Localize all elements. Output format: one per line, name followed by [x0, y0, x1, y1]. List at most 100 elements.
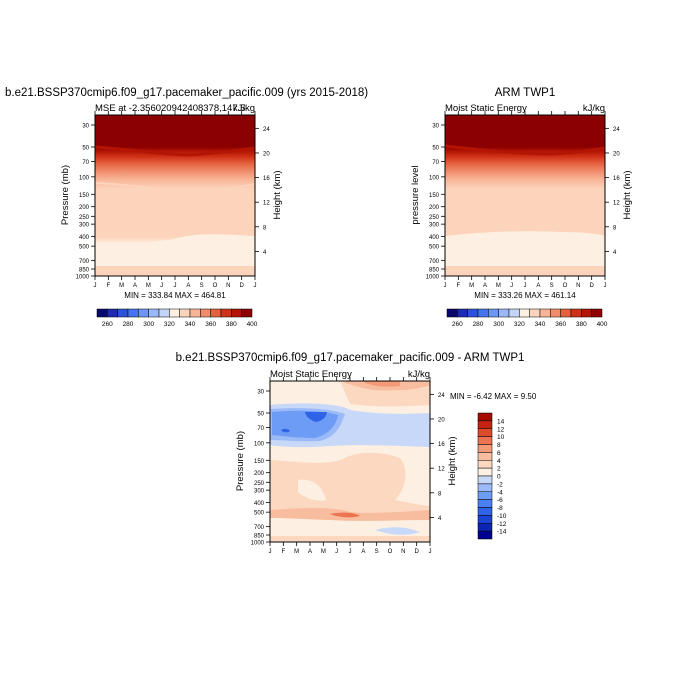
right-colorbar-swatch [498, 308, 510, 318]
left-ptick-label: 1000 [76, 275, 90, 281]
left-month-label: N [226, 283, 230, 289]
right-colorbar-swatch [550, 308, 561, 318]
right-ptick-label: 850 [429, 268, 440, 274]
left-month-label: J [94, 283, 97, 289]
diff-ptick-label: 400 [254, 501, 265, 507]
left-month-label: M [146, 283, 151, 289]
diff-htick-label: 12 [438, 467, 445, 473]
diff-warm-band-core [330, 512, 360, 518]
left-month-label: O [213, 283, 218, 289]
diff-colorbar-swatch [477, 444, 493, 453]
diff-colorbar-swatch [477, 460, 493, 469]
diff-ptick-label: 300 [254, 489, 265, 495]
left-htick-label: 4 [263, 250, 267, 256]
left-minmax: MIN = 333.84 MAX = 464.81 [124, 291, 226, 300]
left-htick-label: 16 [263, 176, 270, 182]
right-surface-band [445, 266, 605, 276]
left-month-label: A [133, 283, 137, 289]
diff-colorbar-label: 2 [497, 466, 501, 473]
right-ptick-label: 150 [429, 193, 440, 199]
right-colorbar-swatch [488, 308, 499, 318]
left-ptick-label: 150 [79, 193, 90, 199]
right-colorbar-swatch [581, 308, 592, 318]
left-htick-label: 8 [263, 225, 267, 231]
diff-colorbar-label: -8 [497, 505, 503, 512]
right-ptick-label: 700 [429, 259, 440, 265]
diff-minmax: MIN = -6.42 MAX = 9.50 [450, 392, 537, 401]
left-wave-upper [94, 145, 256, 157]
right-htick-label: 24 [613, 127, 620, 133]
diff-ptick-label: 1000 [251, 541, 265, 547]
right-htick-label: 20 [613, 151, 620, 157]
left-colorbar-swatch [179, 308, 191, 318]
right-colorbar-label: 400 [597, 321, 608, 328]
left-month-label: S [200, 283, 204, 289]
right-colorbar: 260 280 300 320 340 360 380 400 [446, 308, 608, 328]
diff-panel: b.e21.BSSP370cmip6.f09_g17.pacemaker_pac… [176, 352, 537, 543]
left-colorbar-swatch [138, 308, 149, 318]
left-title: b.e21.BSSP370cmip6.f09_g17.pacemaker_pac… [5, 87, 368, 99]
diff-colorbar-swatch [477, 530, 493, 540]
right-colorbar-label: 380 [576, 321, 587, 328]
left-colorbar-label: 320 [164, 321, 175, 328]
diff-colorbar-label: 0 [497, 474, 501, 481]
diff-ptick-label: 50 [257, 411, 264, 417]
diff-warm-midlevel [270, 452, 430, 518]
right-lowlevel-blob [445, 231, 605, 262]
right-month-label: J [604, 283, 607, 289]
diff-colorbar-swatch [477, 428, 493, 437]
diff-colorbar-swatch [477, 412, 493, 422]
left-ptick-label: 30 [82, 124, 89, 130]
left-units: kJ/kg [233, 103, 255, 114]
left-ptick-label: 850 [79, 268, 90, 274]
left-month-label: A [186, 283, 190, 289]
right-month-label: M [496, 283, 501, 289]
diff-title: b.e21.BSSP370cmip6.f09_g17.pacemaker_pac… [176, 352, 525, 364]
right-htick-label: 8 [613, 225, 617, 231]
right-month-label: S [550, 283, 554, 289]
right-colorbar-swatch [570, 308, 582, 318]
left-colorbar-swatch [220, 308, 232, 318]
diff-top-warm-peak [365, 381, 400, 387]
right-colorbar-label: 260 [452, 321, 463, 328]
left-ptick-label: 700 [79, 259, 90, 265]
diff-colorbar-swatch [477, 452, 493, 461]
diff-colorbar-swatch [477, 420, 493, 429]
right-ptick-label: 200 [429, 205, 440, 211]
right-colorbar-swatch [591, 308, 603, 318]
left-colorbar-label: 260 [102, 321, 113, 328]
right-ylabel-right: Height (km) [622, 170, 633, 219]
diff-month-label: D [414, 549, 419, 555]
left-ptick-label: 400 [79, 235, 90, 241]
left-htick-label: 12 [263, 201, 270, 207]
diff-colorbar-label: -4 [497, 489, 503, 496]
left-panel: b.e21.BSSP370cmip6.f09_g17.pacemaker_pac… [5, 87, 368, 300]
right-colorbar-swatch [560, 308, 572, 318]
diff-colorbar-swatch [477, 499, 493, 508]
left-colorbar-swatch [127, 308, 139, 318]
right-colorbar-swatch [446, 308, 458, 318]
right-colorbar-label: 320 [514, 321, 525, 328]
diff-month-label: J [269, 549, 272, 555]
left-colorbar: 260 280 300 320 340 360 380 400 [96, 308, 258, 328]
diff-ptick-label: 30 [257, 390, 264, 396]
diff-lowlevel-cool [375, 527, 420, 535]
right-ptick-label: 100 [429, 175, 440, 181]
right-month-label: F [456, 283, 460, 289]
diff-ptick-label: 500 [254, 511, 265, 517]
left-colorbar-swatch [231, 308, 242, 318]
diff-month-label: N [401, 549, 405, 555]
diff-ptick-label: 70 [257, 426, 264, 432]
diff-ptick-label: 250 [254, 481, 265, 487]
right-colorbar-swatch [519, 308, 530, 318]
left-colorbar-swatch [200, 308, 211, 318]
right-ylabel: pressure level [410, 165, 421, 224]
diff-ptick-label: 200 [254, 471, 265, 477]
left-colorbar-label: 340 [185, 321, 196, 328]
left-colorbar-swatch [148, 308, 160, 318]
right-ptick-label: 70 [432, 160, 439, 166]
right-ptick-label: 30 [432, 124, 439, 130]
diff-colorbar-label: 12 [497, 426, 505, 433]
